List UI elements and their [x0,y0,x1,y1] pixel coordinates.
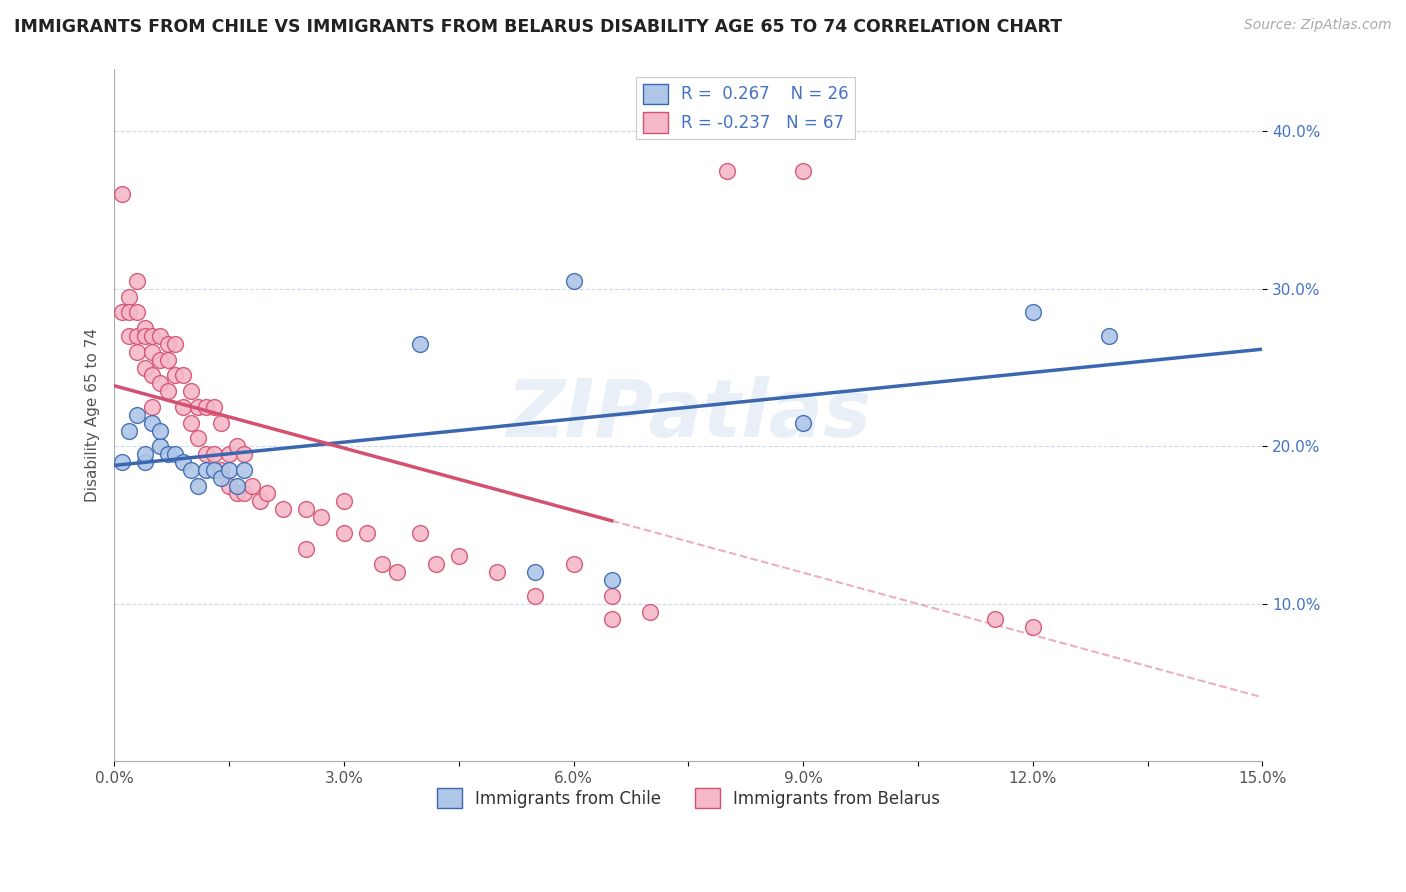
Point [716,164,738,178]
Point [333,525,356,540]
Point [638,605,661,619]
Point [333,494,356,508]
Point [218,478,240,492]
Point [792,416,814,430]
Point [209,471,232,485]
Point [172,368,194,383]
Point [187,400,209,414]
Point [165,447,187,461]
Point [309,510,332,524]
Point [524,589,547,603]
Point [600,612,623,626]
Point [195,400,218,414]
Point [600,573,623,587]
Point [141,368,163,383]
Point [118,424,141,438]
Point [209,463,232,477]
Point [195,447,218,461]
Point [111,187,134,202]
Point [1022,305,1045,319]
Point [562,558,585,572]
Point [524,565,547,579]
Point [180,416,202,430]
Point [409,525,432,540]
Point [141,416,163,430]
Point [271,502,294,516]
Point [134,321,156,335]
Point [180,384,202,399]
Point [240,478,263,492]
Point [127,329,149,343]
Point [485,565,508,579]
Point [202,447,225,461]
Text: Source: ZipAtlas.com: Source: ZipAtlas.com [1244,18,1392,32]
Point [165,337,187,351]
Point [141,400,163,414]
Point [149,352,172,367]
Point [118,290,141,304]
Point [249,494,271,508]
Legend: Immigrants from Chile, Immigrants from Belarus: Immigrants from Chile, Immigrants from B… [430,781,946,815]
Point [141,329,163,343]
Point [149,376,172,391]
Point [141,344,163,359]
Point [562,274,585,288]
Point [256,486,278,500]
Point [218,463,240,477]
Point [127,408,149,422]
Point [156,384,179,399]
Point [202,400,225,414]
Point [218,447,240,461]
Text: IMMIGRANTS FROM CHILE VS IMMIGRANTS FROM BELARUS DISABILITY AGE 65 TO 74 CORRELA: IMMIGRANTS FROM CHILE VS IMMIGRANTS FROM… [14,18,1062,36]
Point [371,558,394,572]
Point [149,424,172,438]
Point [149,329,172,343]
Point [233,486,256,500]
Point [202,463,225,477]
Point [233,463,256,477]
Point [409,337,432,351]
Text: ZIPatlas: ZIPatlas [506,376,870,454]
Point [180,463,202,477]
Point [127,274,149,288]
Point [233,447,256,461]
Point [134,360,156,375]
Point [294,502,316,516]
Point [1022,620,1045,634]
Point [187,431,209,445]
Point [387,565,409,579]
Point [149,439,172,453]
Point [127,305,149,319]
Point [127,344,149,359]
Point [225,439,247,453]
Point [1098,329,1121,343]
Point [165,368,187,383]
Point [172,400,194,414]
Point [447,549,470,564]
Y-axis label: Disability Age 65 to 74: Disability Age 65 to 74 [86,327,100,502]
Point [209,416,232,430]
Point [225,486,247,500]
Point [294,541,316,556]
Point [156,352,179,367]
Point [134,447,156,461]
Point [134,329,156,343]
Point [111,305,134,319]
Point [356,525,378,540]
Point [983,612,1005,626]
Point [425,558,447,572]
Point [156,337,179,351]
Point [225,478,247,492]
Point [792,164,814,178]
Point [118,329,141,343]
Point [600,589,623,603]
Point [118,305,141,319]
Point [172,455,194,469]
Point [187,478,209,492]
Point [111,455,134,469]
Point [195,463,218,477]
Point [134,455,156,469]
Point [156,447,179,461]
